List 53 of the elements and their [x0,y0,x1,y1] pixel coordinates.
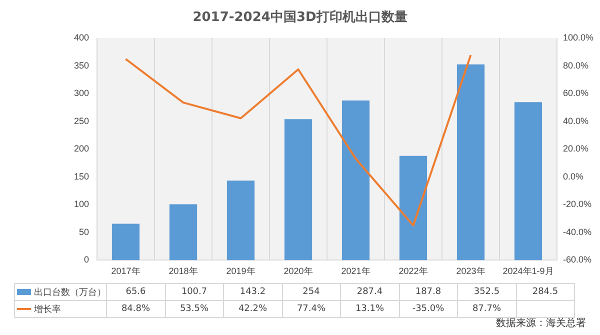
y-tick-label: 350 [74,60,89,70]
data-label: 143.2 [224,284,282,300]
x-tick-label: 2021年 [341,266,370,276]
data-label: 87.7% [458,300,516,318]
y2-tick-label: 100.0% [563,32,594,42]
x-tick-label: 2023年 [456,266,486,276]
bar [169,204,198,260]
y-tick-label: 150 [74,171,89,182]
legend-label: 增长率 [14,300,106,318]
bar [342,100,370,260]
y2-tick-label: 60.0% [563,88,589,98]
x-tick-label: 2019年 [226,266,256,276]
x-tick-label: 2017年 [111,266,140,276]
data-label: 65.6 [106,284,165,300]
source-note: 数据来源：海关总署 [496,316,586,330]
y2-tick-label: 40.0% [563,116,589,126]
data-label: 284.5 [516,284,574,300]
bar [456,64,485,260]
y2-tick-label: 20.0% [563,144,589,154]
data-label: 254 [282,284,340,300]
y-tick-label: 200 [74,144,89,154]
x-tick-label: 2022年 [398,266,428,276]
data-label: 53.5% [165,300,224,318]
bar [399,156,428,260]
data-label: 77.4% [282,300,340,318]
data-label: 100.7 [165,284,224,300]
y-tick-label: 100 [74,199,89,210]
data-label: 187.8 [399,284,458,300]
y2-tick-label: 80.0% [563,60,589,70]
y-tick-label: 300 [74,88,89,98]
y2-tick-label: -60.0% [563,254,592,265]
data-label: 13.1% [340,300,399,318]
y-tick-label: 0 [84,254,89,265]
y-tick-label: 250 [74,116,89,126]
y2-tick-label: 0.0% [563,171,584,182]
chart-title: 2017-2024中国3D打印机出口数量 [192,9,408,26]
y-tick-label: 50 [78,226,89,237]
x-tick-label: 2018年 [168,266,198,276]
data-label: 42.2% [224,300,282,318]
x-tick-label: 2024年1-9月 [502,266,554,276]
data-label: 287.4 [340,284,399,300]
data-label: -35.0% [399,300,458,318]
y-tick-label: 400 [74,32,89,42]
bar [514,102,542,260]
y2-tick-label: -40.0% [563,226,592,237]
bar [226,180,255,260]
bar [112,224,140,260]
data-label: 84.8% [106,300,165,318]
y2-tick-label: -20.0% [563,199,592,210]
legend-label: 出口台数（万台） [14,284,106,300]
bar [284,119,312,260]
data-label: 352.5 [458,284,516,300]
x-tick-label: 2020年 [284,266,313,276]
